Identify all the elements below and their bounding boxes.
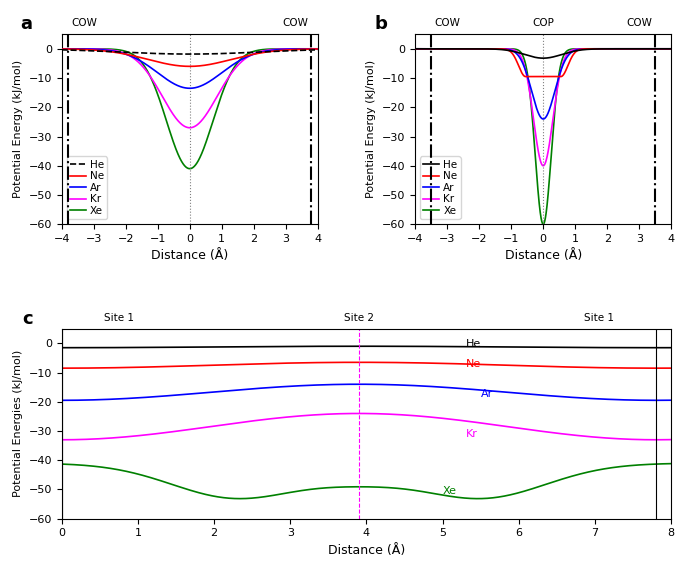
Text: COW: COW bbox=[434, 18, 460, 29]
Text: COP: COP bbox=[532, 18, 554, 29]
Legend: He, Ne, Ar, Kr, Xe: He, Ne, Ar, Kr, Xe bbox=[67, 157, 107, 219]
X-axis label: Distance (Å): Distance (Å) bbox=[151, 250, 228, 262]
Text: c: c bbox=[22, 310, 33, 328]
Legend: He, Ne, Ar, Kr, Xe: He, Ne, Ar, Kr, Xe bbox=[421, 157, 460, 219]
Text: Site 1: Site 1 bbox=[584, 313, 614, 323]
Text: Kr: Kr bbox=[466, 429, 477, 439]
Text: Xe: Xe bbox=[443, 486, 457, 496]
Text: COW: COW bbox=[626, 18, 652, 29]
X-axis label: Distance (Å): Distance (Å) bbox=[505, 250, 582, 262]
Text: Site 1: Site 1 bbox=[103, 313, 134, 323]
Text: COW: COW bbox=[71, 18, 97, 29]
Text: COW: COW bbox=[282, 18, 308, 29]
Text: a: a bbox=[21, 15, 33, 33]
Y-axis label: Potential Energy (kJ/mol): Potential Energy (kJ/mol) bbox=[366, 60, 376, 198]
Text: Ne: Ne bbox=[466, 359, 481, 369]
Text: Ar: Ar bbox=[481, 389, 493, 400]
X-axis label: Distance (Å): Distance (Å) bbox=[328, 544, 405, 557]
Y-axis label: Potential Energy (kJ/mol): Potential Energy (kJ/mol) bbox=[13, 60, 23, 198]
Y-axis label: Potential Energies (kJ/mol): Potential Energies (kJ/mol) bbox=[13, 350, 23, 498]
Text: Site 2: Site 2 bbox=[344, 313, 374, 323]
Text: He: He bbox=[466, 339, 481, 349]
Text: b: b bbox=[374, 15, 387, 33]
